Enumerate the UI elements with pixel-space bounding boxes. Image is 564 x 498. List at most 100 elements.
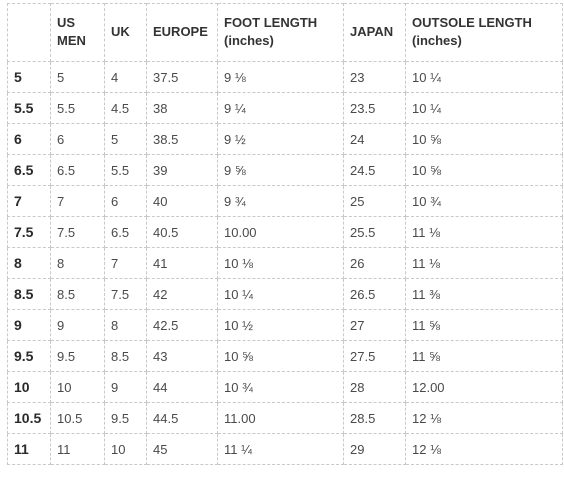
cell-uk: 5 (105, 124, 147, 155)
cell-size: 11 (7, 434, 51, 465)
cell-us-men: 8.5 (51, 279, 105, 310)
cell-foot-length: 10 ⅛ (218, 248, 344, 279)
cell-outsole-length: 11 ⅛ (406, 217, 563, 248)
cell-size: 8 (7, 248, 51, 279)
cell-outsole-length: 10 ¼ (406, 93, 563, 124)
cell-japan: 27 (344, 310, 406, 341)
cell-size: 7 (7, 186, 51, 217)
table-header: US MEN UK EUROPE FOOT LENGTH (inches) JA… (7, 3, 563, 62)
cell-us-men: 8 (51, 248, 105, 279)
table-row: 11 11 10 45 11 ¼ 29 12 ⅛ (7, 434, 563, 465)
cell-uk: 10 (105, 434, 147, 465)
cell-foot-length: 9 ⅛ (218, 62, 344, 93)
cell-foot-length: 10.00 (218, 217, 344, 248)
header-cell-blank (7, 3, 51, 62)
cell-us-men: 6.5 (51, 155, 105, 186)
cell-japan: 25.5 (344, 217, 406, 248)
cell-foot-length: 9 ½ (218, 124, 344, 155)
cell-foot-length: 10 ½ (218, 310, 344, 341)
cell-outsole-length: 10 ¼ (406, 62, 563, 93)
cell-us-men: 5.5 (51, 93, 105, 124)
cell-europe: 43 (147, 341, 218, 372)
table-row: 10.5 10.5 9.5 44.5 11.00 28.5 12 ⅛ (7, 403, 563, 434)
cell-europe: 38 (147, 93, 218, 124)
cell-outsole-length: 12 ⅛ (406, 434, 563, 465)
cell-japan: 24.5 (344, 155, 406, 186)
cell-japan: 28 (344, 372, 406, 403)
table-row: 8.5 8.5 7.5 42 10 ¼ 26.5 11 ⅜ (7, 279, 563, 310)
cell-us-men: 9 (51, 310, 105, 341)
cell-outsole-length: 10 ⅝ (406, 124, 563, 155)
cell-foot-length: 11 ¼ (218, 434, 344, 465)
cell-uk: 7 (105, 248, 147, 279)
shoe-size-table: US MEN UK EUROPE FOOT LENGTH (inches) JA… (7, 3, 563, 465)
cell-uk: 7.5 (105, 279, 147, 310)
cell-europe: 41 (147, 248, 218, 279)
cell-uk: 5.5 (105, 155, 147, 186)
cell-size: 9 (7, 310, 51, 341)
cell-europe: 44 (147, 372, 218, 403)
cell-foot-length: 9 ¾ (218, 186, 344, 217)
cell-europe: 39 (147, 155, 218, 186)
cell-japan: 27.5 (344, 341, 406, 372)
cell-foot-length: 9 ⅝ (218, 155, 344, 186)
cell-europe: 42.5 (147, 310, 218, 341)
header-foot-length: FOOT LENGTH (inches) (218, 3, 344, 62)
cell-uk: 4 (105, 62, 147, 93)
cell-japan: 24 (344, 124, 406, 155)
cell-japan: 26.5 (344, 279, 406, 310)
cell-outsole-length: 11 ⅝ (406, 310, 563, 341)
cell-foot-length: 9 ¼ (218, 93, 344, 124)
header-japan: JAPAN (344, 3, 406, 62)
cell-uk: 6.5 (105, 217, 147, 248)
header-row: US MEN UK EUROPE FOOT LENGTH (inches) JA… (7, 3, 563, 62)
cell-japan: 28.5 (344, 403, 406, 434)
cell-foot-length: 10 ¾ (218, 372, 344, 403)
cell-outsole-length: 12 ⅛ (406, 403, 563, 434)
cell-uk: 8.5 (105, 341, 147, 372)
cell-size: 6.5 (7, 155, 51, 186)
cell-us-men: 7.5 (51, 217, 105, 248)
cell-japan: 29 (344, 434, 406, 465)
cell-size: 5.5 (7, 93, 51, 124)
table-row: 6.5 6.5 5.5 39 9 ⅝ 24.5 10 ⅝ (7, 155, 563, 186)
cell-uk: 6 (105, 186, 147, 217)
cell-europe: 44.5 (147, 403, 218, 434)
cell-uk: 8 (105, 310, 147, 341)
cell-outsole-length: 10 ¾ (406, 186, 563, 217)
cell-outsole-length: 10 ⅝ (406, 155, 563, 186)
cell-uk: 9.5 (105, 403, 147, 434)
table-row: 5 5 4 37.5 9 ⅛ 23 10 ¼ (7, 62, 563, 93)
cell-outsole-length: 11 ⅜ (406, 279, 563, 310)
cell-us-men: 9.5 (51, 341, 105, 372)
table-row: 9.5 9.5 8.5 43 10 ⅝ 27.5 11 ⅝ (7, 341, 563, 372)
cell-foot-length: 10 ¼ (218, 279, 344, 310)
cell-europe: 40.5 (147, 217, 218, 248)
table-row: 6 6 5 38.5 9 ½ 24 10 ⅝ (7, 124, 563, 155)
header-uk: UK (105, 3, 147, 62)
table-row: 9 9 8 42.5 10 ½ 27 11 ⅝ (7, 310, 563, 341)
cell-uk: 4.5 (105, 93, 147, 124)
cell-us-men: 10 (51, 372, 105, 403)
cell-size: 5 (7, 62, 51, 93)
cell-japan: 23.5 (344, 93, 406, 124)
table-row: 8 8 7 41 10 ⅛ 26 11 ⅛ (7, 248, 563, 279)
cell-europe: 40 (147, 186, 218, 217)
table-row: 10 10 9 44 10 ¾ 28 12.00 (7, 372, 563, 403)
table-row: 7.5 7.5 6.5 40.5 10.00 25.5 11 ⅛ (7, 217, 563, 248)
cell-europe: 45 (147, 434, 218, 465)
cell-japan: 23 (344, 62, 406, 93)
cell-japan: 26 (344, 248, 406, 279)
cell-outsole-length: 12.00 (406, 372, 563, 403)
cell-size: 10 (7, 372, 51, 403)
cell-us-men: 11 (51, 434, 105, 465)
cell-foot-length: 10 ⅝ (218, 341, 344, 372)
cell-europe: 37.5 (147, 62, 218, 93)
cell-us-men: 10.5 (51, 403, 105, 434)
cell-size: 9.5 (7, 341, 51, 372)
cell-japan: 25 (344, 186, 406, 217)
header-europe: EUROPE (147, 3, 218, 62)
table-row: 7 7 6 40 9 ¾ 25 10 ¾ (7, 186, 563, 217)
